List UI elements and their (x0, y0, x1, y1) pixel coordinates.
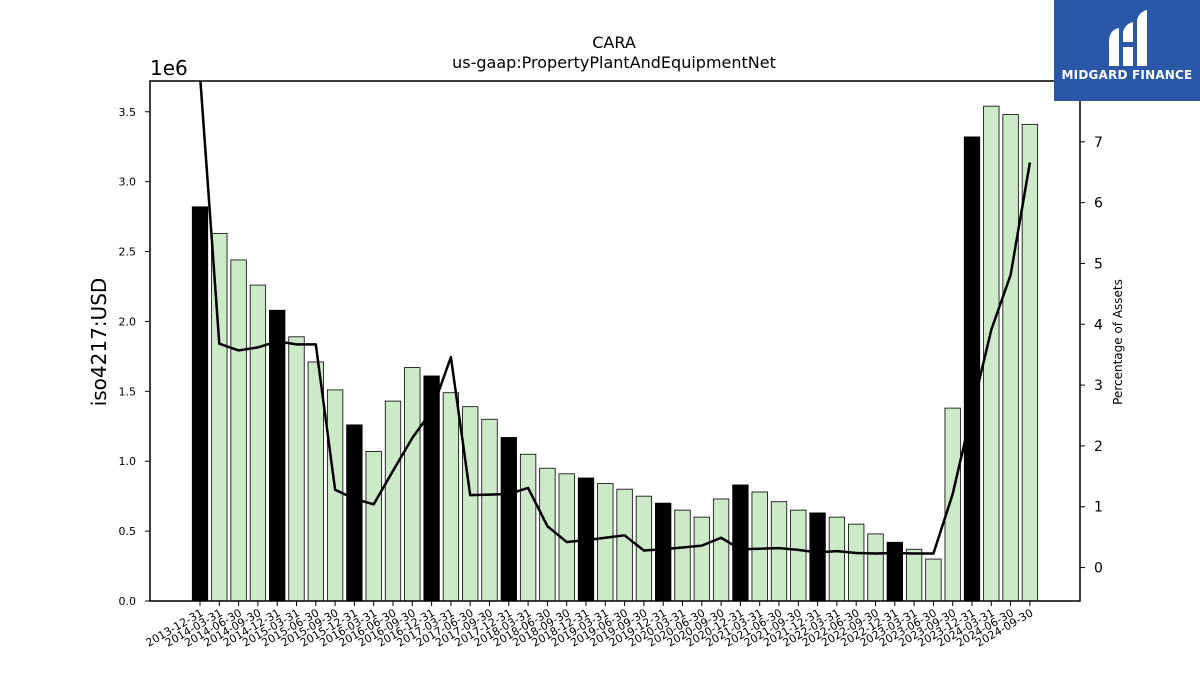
right-axis-ticks: 0 1 2 3 4 5 6 7 (1080, 135, 1103, 577)
axes-frame (149, 80, 1081, 602)
y2-tick-label: 2 (1094, 439, 1103, 455)
bar-2020-12-31 (732, 484, 749, 602)
chart-title: CARA (592, 33, 636, 52)
bar-2014-09-30 (249, 284, 267, 602)
bar-2022-06-30 (848, 523, 865, 602)
logo-text: MIDGARD FINANCE (1061, 68, 1193, 82)
x-axis-ticks: 2013-12-312014-03-312014-06-302014-09-30… (144, 601, 1035, 650)
y2-tick-label: 6 (1094, 196, 1103, 212)
bar-2017-09-30 (481, 418, 498, 602)
bar-2019-06-30 (616, 488, 633, 602)
bar-2014-03-31 (211, 232, 228, 602)
bar-2015-03-31 (288, 336, 305, 602)
y-axis-offset-label: 1e6 (150, 56, 188, 80)
bar-2023-06-30 (925, 558, 942, 602)
bar-2013-12-31 (191, 206, 209, 602)
bar-2015-12-31 (346, 424, 363, 602)
bar-2019-12-31 (655, 502, 672, 602)
bar-2021-06-30 (770, 501, 788, 602)
bar-2024-06-30 (1002, 114, 1019, 602)
bar-2016-09-30 (404, 367, 421, 602)
y-tick-label: 0.5 (119, 525, 137, 538)
bar-2023-03-31 (905, 548, 923, 602)
bar-2021-12-31 (809, 512, 826, 602)
y-tick-label: 2.5 (119, 246, 137, 259)
y-tick-label: 1.0 (119, 455, 137, 468)
bar-2020-09-30 (712, 498, 730, 602)
y2-tick-label: 5 (1094, 256, 1103, 272)
bar-2017-12-31 (500, 437, 517, 602)
bar-2015-06-30 (307, 361, 324, 602)
bar-2014-12-31 (269, 309, 286, 602)
bar-2020-06-30 (693, 516, 710, 602)
percentage-line (199, 81, 1032, 555)
axes (149, 80, 1081, 602)
y-tick-label: 0.0 (119, 595, 137, 608)
bar-2014-06-30 (230, 259, 247, 602)
bar-2023-09-30 (944, 407, 961, 602)
bar-series (191, 105, 1039, 602)
bar-2018-03-31 (519, 453, 537, 602)
bar-2016-06-30 (384, 400, 402, 602)
y2-tick-label: 7 (1094, 135, 1103, 151)
bar-2020-03-31 (674, 509, 691, 602)
percentage-line-series (199, 81, 1032, 555)
y-axis-label: iso4217:USD (87, 278, 111, 407)
bar-2017-06-30 (462, 406, 479, 602)
bar-2017-03-31 (442, 392, 460, 602)
y2-tick-label: 4 (1094, 317, 1103, 333)
bar-2021-09-30 (790, 509, 807, 602)
midgard-finance-logo: MIDGARD FINANCE (1054, 0, 1200, 101)
bar-2022-03-31 (828, 516, 846, 602)
bar-2023-12-31 (963, 136, 981, 602)
y-tick-label: 3.0 (119, 176, 137, 189)
bar-2018-06-30 (539, 467, 556, 602)
bar-2019-03-31 (597, 483, 614, 602)
bar-2021-03-31 (751, 491, 768, 602)
bar-2022-09-30 (867, 533, 884, 602)
y2-tick-label: 3 (1094, 378, 1103, 394)
y-tick-label: 3.5 (119, 106, 137, 119)
y-tick-label: 2.0 (119, 315, 137, 328)
bar-2019-09-30 (635, 495, 653, 602)
y-tick-label: 1.5 (119, 385, 137, 398)
y2-axis-label: Percentage of Assets (1111, 279, 1125, 405)
bar-2015-09-30 (326, 389, 344, 602)
y2-tick-label: 1 (1094, 500, 1103, 516)
y2-tick-label: 0 (1094, 561, 1103, 577)
midgard-logo-icon (1109, 10, 1147, 66)
bar-2022-12-31 (886, 541, 903, 602)
left-axis-ticks: 0.0 0.5 1.0 1.5 2.0 2.5 3.0 3.5 (119, 106, 150, 608)
bar-2016-03-31 (365, 451, 382, 602)
chart-subtitle: us-gaap:PropertyPlantAndEquipmentNet (452, 53, 776, 72)
